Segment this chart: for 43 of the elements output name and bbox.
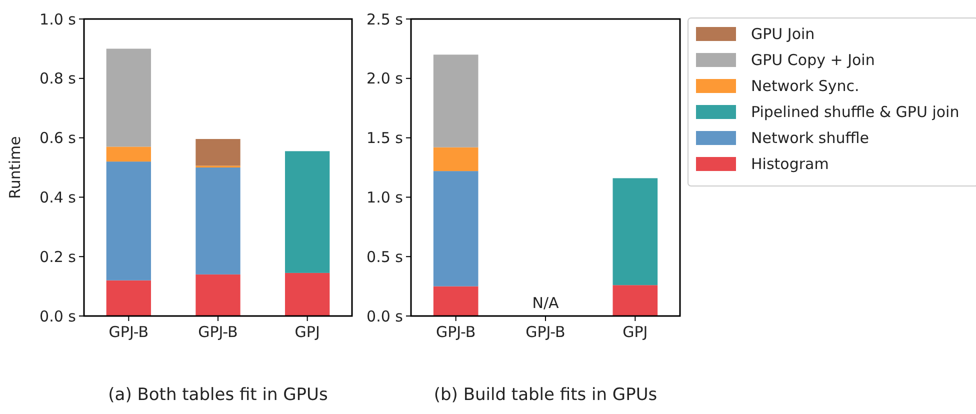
x-tick-label: GPJ-B — [436, 323, 476, 341]
x-tick-label: GPJ — [294, 323, 320, 341]
y-tick-label: 2.5 s — [366, 10, 404, 28]
bar — [433, 54, 478, 148]
bar — [285, 272, 330, 316]
legend-label: Network shuffle — [751, 129, 869, 147]
bar — [612, 285, 658, 316]
y-axis-title: Runtime — [6, 136, 24, 199]
x-tick-label: GPJ-B — [108, 323, 149, 341]
bar — [196, 138, 240, 166]
legend-label: Histogram — [751, 155, 829, 173]
x-tick-label: GPJ-B — [526, 323, 566, 341]
legend-label: GPU Join — [751, 25, 815, 43]
y-tick-label: 0.0 s — [366, 307, 404, 326]
legend-label: GPU Copy + Join — [751, 51, 875, 69]
legend-label: Network Sync. — [751, 77, 860, 95]
bar — [106, 48, 151, 147]
text: (a) Both tables fit in GPUs — [108, 385, 328, 405]
y-tick-label: 0.5 s — [366, 248, 404, 266]
bar — [612, 178, 658, 286]
bar — [106, 146, 151, 162]
bar — [106, 280, 151, 316]
y-tick-label: 0.6 s — [40, 129, 76, 148]
y-tick-label: 1.5 s — [366, 129, 404, 148]
legend-label: Pipelined shuffle & GPU join — [751, 103, 960, 121]
y-tick-label: 1.0 s — [366, 188, 404, 206]
x-tick-label: GPJ — [622, 323, 648, 341]
y-tick-label: 0.0 s — [40, 307, 76, 326]
y-tick-label: 2.0 s — [366, 70, 404, 88]
x-tick-label: GPJ-B — [198, 323, 238, 341]
annotation: N/A — [532, 294, 560, 312]
bar — [106, 162, 151, 280]
bar — [196, 274, 240, 316]
text: (b) Build table fits in GPUs — [434, 385, 658, 405]
bar — [196, 168, 240, 274]
bar — [433, 147, 478, 172]
bar — [285, 151, 330, 273]
y-tick-label: 0.8 s — [40, 70, 76, 88]
y-tick-label: 0.4 s — [40, 188, 76, 206]
y-tick-label: 0.2 s — [40, 248, 76, 266]
bar — [433, 171, 478, 286]
y-tick-label: 1.0 s — [40, 10, 76, 28]
bar — [433, 286, 478, 316]
